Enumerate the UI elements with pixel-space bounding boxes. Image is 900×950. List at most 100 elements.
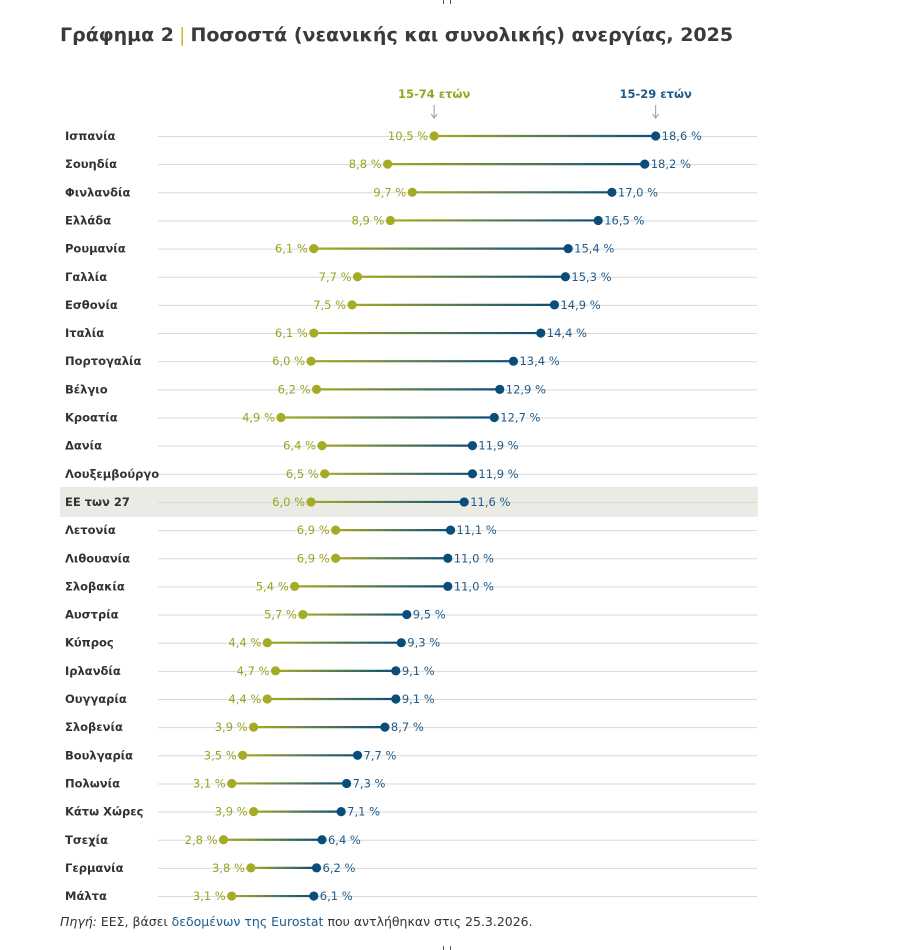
youth-rate-dot xyxy=(309,891,319,901)
youth-rate-label: 9,5 % xyxy=(413,608,446,622)
youth-rate-label: 9,3 % xyxy=(407,636,440,650)
youth-rate-label: 13,4 % xyxy=(519,354,559,368)
country-label: Πορτογαλία xyxy=(65,354,141,368)
legend-total-arrowhead xyxy=(430,113,438,119)
total-rate-label: 6,1 % xyxy=(275,242,308,256)
country-label: Εσθονία xyxy=(65,298,118,312)
country-label: Βέλγιο xyxy=(65,382,108,396)
country-label: Ιρλανδία xyxy=(65,664,121,678)
youth-rate-label: 11,1 % xyxy=(457,523,497,537)
eurostat-link[interactable]: δεδομένων της Eurostat xyxy=(171,914,324,929)
youth-rate-label: 7,7 % xyxy=(364,748,397,762)
country-label: Ρουμανία xyxy=(65,242,126,256)
total-rate-dot xyxy=(249,722,259,732)
youth-rate-label: 15,4 % xyxy=(574,242,614,256)
youth-rate-dot xyxy=(352,750,363,760)
legend-total: 15-74 ετών xyxy=(398,87,471,101)
total-rate-dot xyxy=(262,638,272,648)
source-text-2: που αντλήθηκαν στις 25.3.2026. xyxy=(323,914,533,929)
total-rate-label: 6,1 % xyxy=(275,326,308,340)
total-rate-label: 6,9 % xyxy=(297,551,330,565)
total-rate-label: 3,9 % xyxy=(215,805,248,819)
youth-rate-dot xyxy=(443,553,453,563)
youth-rate-label: 14,4 % xyxy=(547,326,587,340)
youth-rate-dot xyxy=(508,356,519,366)
youth-rate-dot xyxy=(549,300,560,310)
chart-number: Γράφημα 2 xyxy=(60,24,175,46)
country-label: Γαλλία xyxy=(65,270,107,284)
youth-rate-dot xyxy=(563,244,573,254)
country-label: Κροατία xyxy=(65,411,118,425)
country-label: ΕΕ των 27 xyxy=(65,495,130,509)
country-label: Κύπρος xyxy=(65,636,114,650)
total-rate-dot xyxy=(385,215,395,226)
total-rate-label: 6,0 % xyxy=(272,354,305,368)
youth-rate-label: 18,6 % xyxy=(662,129,702,143)
total-rate-label: 3,1 % xyxy=(193,776,226,790)
country-label: Ισπανία xyxy=(65,129,116,143)
country-label: Κάτω Χώρες xyxy=(65,805,144,819)
total-rate-label: 5,4 % xyxy=(256,579,289,593)
youth-rate-dot xyxy=(445,525,456,535)
youth-rate-label: 18,2 % xyxy=(651,157,691,171)
total-rate-dot xyxy=(347,300,357,310)
youth-rate-label: 14,9 % xyxy=(560,298,600,312)
total-rate-dot xyxy=(331,525,341,535)
youth-rate-label: 9,1 % xyxy=(402,692,435,706)
youth-rate-label: 7,3 % xyxy=(353,776,386,790)
total-rate-dot xyxy=(290,581,300,592)
total-rate-dot xyxy=(320,469,330,479)
total-rate-dot xyxy=(249,807,259,817)
youth-rate-label: 11,0 % xyxy=(454,579,494,593)
total-rate-label: 7,7 % xyxy=(319,270,352,284)
total-rate-dot xyxy=(306,497,316,507)
source-prefix: Πηγή: xyxy=(60,914,97,929)
total-rate-dot xyxy=(311,384,322,394)
total-rate-dot xyxy=(309,328,319,338)
total-rate-label: 4,4 % xyxy=(228,636,261,650)
country-label: Λουξεμβούργο xyxy=(65,467,159,481)
country-label: Ελλάδα xyxy=(65,213,111,227)
country-label: Βουλγαρία xyxy=(65,748,133,762)
total-rate-label: 4,4 % xyxy=(228,692,261,706)
total-rate-label: 10,5 % xyxy=(388,129,428,143)
country-label: Λιθουανία xyxy=(65,551,130,565)
youth-rate-dot xyxy=(560,272,571,282)
country-label: Πολωνία xyxy=(65,776,120,790)
total-rate-dot xyxy=(276,412,286,423)
total-rate-label: 6,5 % xyxy=(286,467,319,481)
total-rate-label: 4,9 % xyxy=(242,411,275,425)
youth-rate-label: 6,4 % xyxy=(328,833,361,847)
youth-rate-label: 11,0 % xyxy=(454,551,494,565)
total-rate-dot xyxy=(218,835,229,845)
total-rate-dot xyxy=(262,694,272,704)
chart-title: Γράφημα 2 | Ποσοστά (νεανικής και συνολική… xyxy=(60,24,733,46)
country-label: Σλοβακία xyxy=(65,579,125,593)
chart-title-text: Ποσοστά (νεανικής και συνολικής) ανεργία… xyxy=(190,24,734,46)
total-rate-label: 8,8 % xyxy=(349,157,382,171)
country-label: Τσεχία xyxy=(65,833,108,847)
youth-rate-dot xyxy=(467,469,478,479)
source-note: Πηγή: ΕΕΣ, βάσει δεδομένων της Eurostat … xyxy=(60,914,533,929)
total-rate-label: 5,7 % xyxy=(264,608,297,622)
total-rate-label: 3,1 % xyxy=(193,889,226,903)
total-rate-dot xyxy=(331,553,341,563)
youth-rate-dot xyxy=(396,638,406,648)
country-label: Ουγγαρία xyxy=(65,692,127,706)
youth-rate-label: 11,6 % xyxy=(470,495,510,509)
youth-rate-dot xyxy=(443,581,453,592)
youth-rate-dot xyxy=(336,807,346,817)
total-rate-label: 6,9 % xyxy=(297,523,330,537)
country-label: Γερμανία xyxy=(65,861,124,875)
total-rate-label: 9,7 % xyxy=(373,185,406,199)
legend-youth: 15-29 ετών xyxy=(619,87,692,101)
total-rate-dot xyxy=(306,356,316,366)
crop-mark-bottom xyxy=(443,946,451,950)
legend-youth-arrowhead xyxy=(652,113,660,119)
youth-rate-dot xyxy=(311,863,322,873)
total-rate-label: 6,0 % xyxy=(272,495,305,509)
youth-rate-dot xyxy=(536,328,546,338)
youth-rate-label: 12,7 % xyxy=(500,411,540,425)
country-label: Μάλτα xyxy=(65,889,107,903)
